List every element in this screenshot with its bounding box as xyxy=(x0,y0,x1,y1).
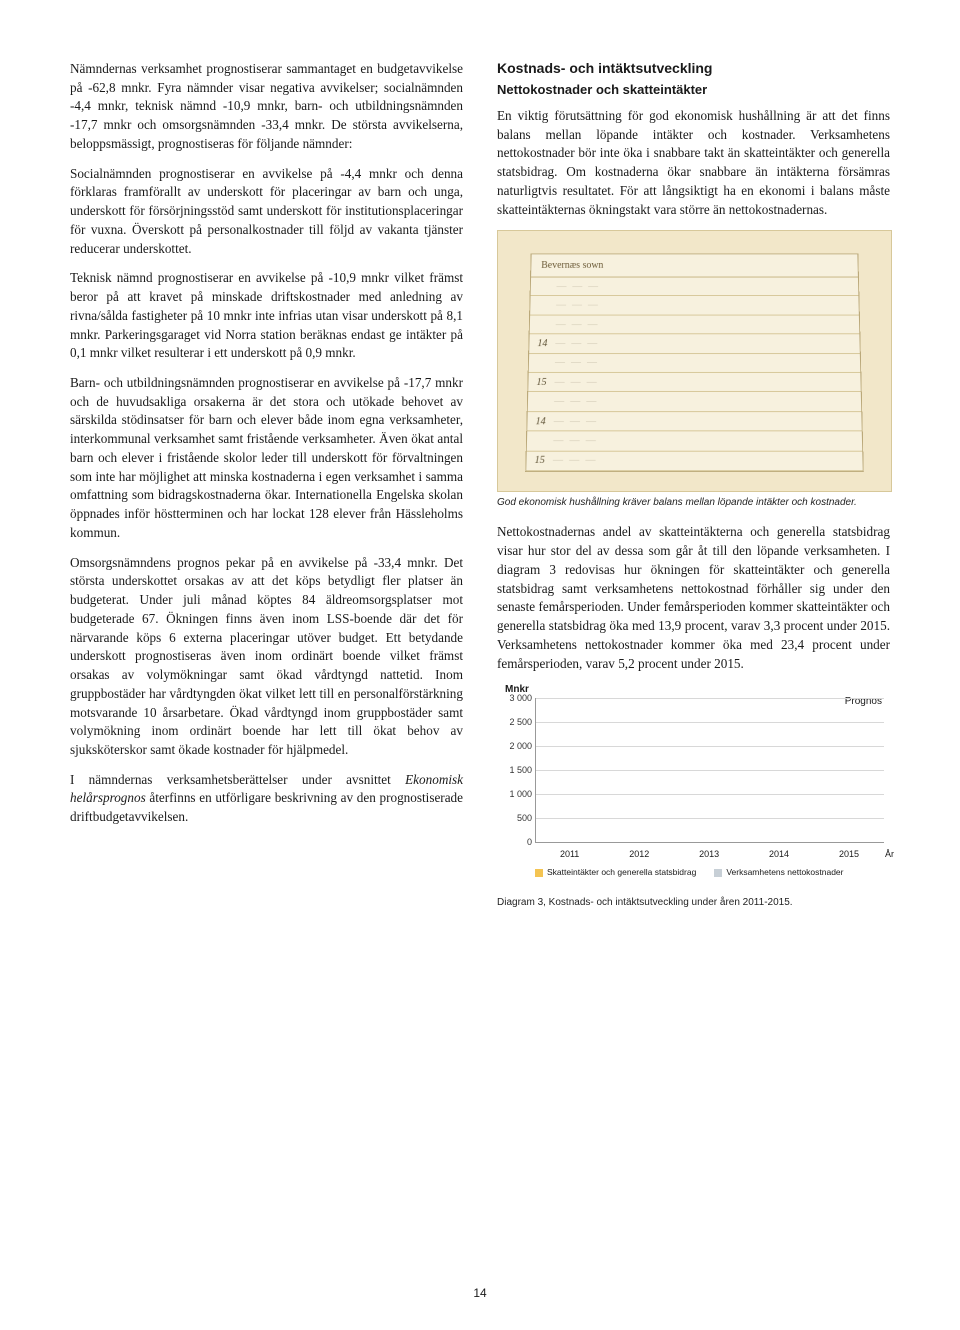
left-para-6-a: I nämndernas verksamhetsberättelser unde… xyxy=(70,772,405,787)
ledger-row: ——— xyxy=(528,393,862,413)
legend-swatch-icon xyxy=(714,869,722,877)
two-column-layout: Nämndernas verksamhet prognostiserar sam… xyxy=(70,60,890,1272)
chart-caption: Diagram 3, Kostnads- och intäktsutveckli… xyxy=(497,897,890,908)
ledger-photo: Bevernæs sown —————————14——————15——————1… xyxy=(497,230,892,492)
ledger-page: Bevernæs sown —————————14——————15——————1… xyxy=(525,254,864,473)
ledger-rows: —————————14——————15——————14——————15——— xyxy=(526,278,862,472)
right-para-2: Nettokostnadernas andel av skatteintäkte… xyxy=(497,523,890,673)
chart-legend-item: Skatteintäkter och generella statsbidrag xyxy=(535,867,696,877)
left-column: Nämndernas verksamhet prognostiserar sam… xyxy=(70,60,463,1272)
chart-xtick: 2012 xyxy=(629,849,649,859)
ledger-row: 15——— xyxy=(528,373,861,392)
right-heading-1: Kostnads- och intäktsutveckling xyxy=(497,60,890,76)
chart-xtick: 2013 xyxy=(699,849,719,859)
page-number: 14 xyxy=(70,1286,890,1300)
ledger-row: ——— xyxy=(530,316,860,335)
left-para-6: I nämndernas verksamhetsberättelser unde… xyxy=(70,771,463,827)
left-para-1: Nämndernas verksamhet prognostiserar sam… xyxy=(70,60,463,154)
right-para-1: En viktig förutsättning för god ekonomis… xyxy=(497,107,890,219)
chart-xtick: 2015 xyxy=(839,849,859,859)
right-column: Kostnads- och intäktsutveckling Nettokos… xyxy=(497,60,890,1272)
chart-x-labels: 2011 2012 2013 2014 2015 xyxy=(535,849,884,859)
chart-ytick: 1 500 xyxy=(502,765,532,775)
chart-xtick: 2011 xyxy=(560,849,579,859)
ledger-row: ——— xyxy=(529,354,861,373)
left-para-5: Omsorgsnämndens prognos pekar på en avvi… xyxy=(70,554,463,760)
legend-label: Verksamhetens nettokostnader xyxy=(726,867,843,877)
chart-plot-area: 05001 0001 5002 0002 5003 000 xyxy=(535,698,884,843)
ledger-row: 15——— xyxy=(526,452,862,472)
page: Nämndernas verksamhet prognostiserar sam… xyxy=(0,0,960,1330)
chart-xtick: 2014 xyxy=(769,849,789,859)
legend-swatch-icon xyxy=(535,869,543,877)
chart-ytick: 2 000 xyxy=(502,741,532,751)
chart-legend: Skatteintäkter och generella statsbidrag… xyxy=(535,867,884,877)
chart-ytick: 1 000 xyxy=(502,789,532,799)
legend-label: Skatteintäkter och generella statsbidrag xyxy=(547,867,696,877)
left-para-4: Barn- och utbildningsnämnden prognostise… xyxy=(70,374,463,543)
left-para-3: Teknisk nämnd prognostiserar en avvikels… xyxy=(70,269,463,363)
ledger-row: ——— xyxy=(531,278,859,297)
chart-ytick: 3 000 xyxy=(502,693,532,703)
chart-ytick: 2 500 xyxy=(502,717,532,727)
left-para-2: Socialnämnden prognostiserar en avvikels… xyxy=(70,165,463,259)
right-heading-2: Nettokostnader och skatteintäkter xyxy=(497,82,890,97)
ledger-row: ——— xyxy=(527,432,862,452)
ledger-header: Bevernæs sown xyxy=(531,255,858,278)
chart-legend-item: Verksamhetens nettokostnader xyxy=(714,867,843,877)
photo-caption: God ekonomisk hushållning kräver balans … xyxy=(497,496,890,509)
chart-x-right-label: År xyxy=(885,849,894,859)
chart-ytick: 0 xyxy=(502,837,532,847)
ledger-row: 14——— xyxy=(529,335,860,354)
ledger-row: ——— xyxy=(530,297,859,316)
chart-ytick: 500 xyxy=(502,813,532,823)
ledger-row: 14——— xyxy=(527,412,862,432)
bar-chart: Mnkr Prognos 05001 0001 5002 0002 5003 0… xyxy=(497,684,890,889)
